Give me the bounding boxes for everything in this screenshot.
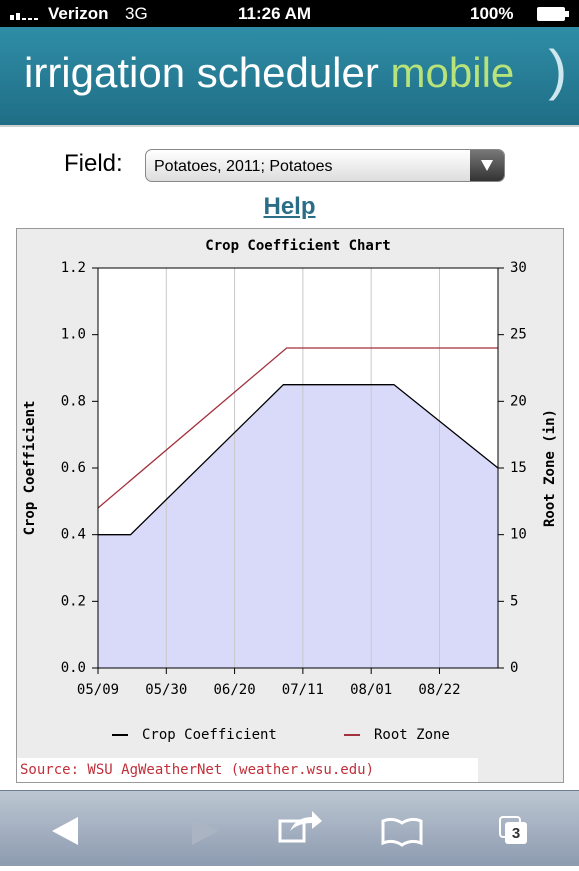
x-tick-label: 06/20: [214, 682, 256, 698]
tab-count: 3: [512, 825, 520, 842]
y2-tick-label: 5: [510, 593, 518, 609]
x-tick-label: 08/22: [418, 682, 460, 698]
y2-tick-label: 10: [510, 527, 527, 543]
app-header: irrigation scheduler mobile ): [0, 27, 579, 127]
share-button[interactable]: [278, 811, 322, 843]
field-value: Potatoes, 2011; Potatoes: [154, 158, 333, 175]
signal-icon: [10, 13, 38, 20]
legend-label: Crop Coefficient: [142, 727, 277, 743]
series-line: [98, 384, 499, 536]
y-tick-label: 0.6: [61, 460, 86, 476]
x-tick-label: 05/30: [145, 682, 187, 698]
y2-axis-label: Root Zone (in): [542, 409, 558, 527]
select-arrow: [470, 150, 504, 181]
x-tick-label: 08/01: [350, 682, 392, 698]
y2-tick-label: 20: [510, 393, 527, 409]
forward-button[interactable]: [192, 817, 218, 845]
tabs-button[interactable]: 3: [499, 816, 527, 844]
field-label: Field:: [64, 150, 123, 177]
field-select[interactable]: Potatoes, 2011; Potatoes: [145, 149, 505, 182]
y-axis-label: Crop Coefficient: [22, 401, 38, 536]
status-bar: Verizon 3G 11:26 AM 100%: [0, 0, 579, 27]
back-button[interactable]: [52, 817, 78, 845]
clock: 11:26 AM: [238, 4, 312, 23]
x-tick-label: 07/11: [282, 682, 324, 698]
source-box: [17, 758, 478, 782]
arrow-icon: [481, 160, 493, 171]
source-note: Source: WSU AgWeatherNet (weather.wsu.ed…: [20, 762, 374, 778]
y-tick-label: 0.8: [61, 393, 86, 409]
bookmarks-button[interactable]: [381, 817, 423, 847]
title-accent: mobile: [390, 49, 515, 96]
y-tick-label: 1.0: [61, 327, 86, 343]
chart-title: Crop Coefficient Chart: [205, 238, 390, 254]
series-line: [97, 347, 498, 509]
y-tick-label: 0.2: [61, 593, 86, 609]
toolbar-icons: 3: [52, 811, 527, 847]
area: [98, 384, 498, 668]
network: 3G: [125, 4, 148, 23]
y2-tick-label: 15: [510, 460, 527, 476]
app-title: irrigation scheduler mobile: [24, 49, 514, 97]
y2-tick-label: 25: [510, 327, 527, 343]
browser-toolbar: 3: [0, 790, 579, 866]
chart: 05/09 05/30 06/20 07/11 08/01 08/22 0.0 0.2 0.4 0…: [16, 228, 564, 783]
legend-label: Root Zone: [374, 727, 450, 743]
battery-level: 100%: [470, 4, 514, 23]
x-tick-label: 05/09: [77, 682, 119, 698]
title-text: irrigation scheduler: [24, 49, 379, 96]
battery-icon: [537, 7, 569, 21]
carrier: Verizon: [48, 4, 109, 23]
y2-tick-label: 30: [510, 260, 527, 276]
header-decoration: ): [548, 38, 567, 101]
y-tick-label: 0.4: [61, 527, 86, 543]
plot-border: [97, 267, 499, 669]
help-link[interactable]: Help: [263, 193, 316, 220]
y-tick-label: 1.2: [61, 260, 86, 276]
y2-tick-label: 0: [510, 660, 518, 676]
y-tick-label: 0.0: [61, 660, 86, 676]
